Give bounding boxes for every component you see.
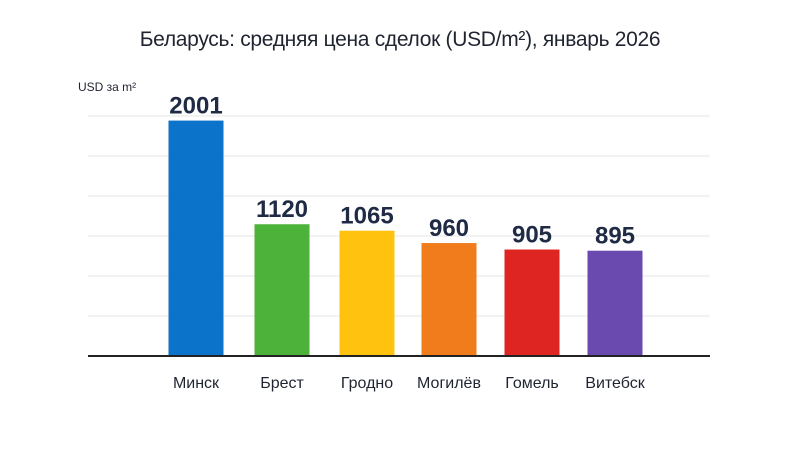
y-axis-label: USD за m² [78, 80, 137, 94]
bar [339, 230, 395, 356]
bar [254, 224, 310, 356]
bar [504, 249, 560, 356]
bar [587, 250, 643, 356]
data-label: 1065 [340, 203, 393, 230]
data-label: 960 [429, 215, 469, 242]
data-label: 2001 [169, 93, 222, 120]
chart-title: Беларусь: средняя цена сделок (USD/m²), … [139, 28, 661, 51]
x-tick-label: Могилёв [417, 375, 481, 392]
x-tick-label: Брест [260, 375, 304, 392]
bar [168, 120, 224, 357]
x-tick-label: Гродно [341, 375, 393, 392]
bar [421, 243, 477, 356]
x-tick-label: Минск [173, 375, 220, 392]
data-label: 1120 [256, 196, 308, 223]
data-label: 905 [512, 222, 552, 249]
x-tick-label: Гомель [505, 375, 559, 392]
x-tick-label: Витебск [585, 375, 645, 392]
data-label: 895 [595, 223, 635, 250]
